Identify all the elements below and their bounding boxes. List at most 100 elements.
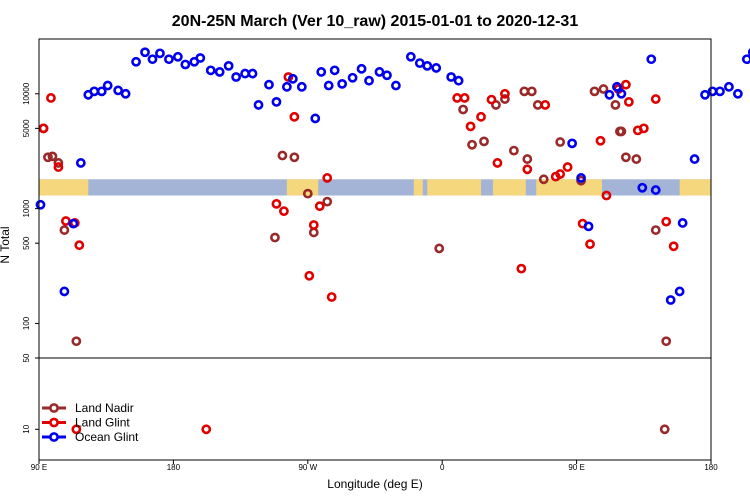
y-tick-label: 50 xyxy=(22,353,31,362)
ocean-glint-point xyxy=(604,89,615,100)
land-nadir-point xyxy=(322,196,333,207)
ocean-glint-point xyxy=(310,113,321,124)
y-tick-label: 500 xyxy=(22,236,31,250)
land-nadir-point xyxy=(43,152,53,163)
land-band-segment xyxy=(413,179,423,196)
data-points xyxy=(35,47,750,435)
ocean-glint-point xyxy=(364,75,374,86)
land-glint-point xyxy=(595,135,606,146)
ocean-glint-point xyxy=(113,85,124,96)
ocean-glint-point xyxy=(247,68,258,79)
land-nadir-point xyxy=(458,104,469,115)
ocean-glint-point xyxy=(102,80,113,91)
ocean-glint-point xyxy=(576,173,586,183)
x-tick-label: 90 E xyxy=(31,463,47,472)
ocean-glint-point xyxy=(253,100,264,110)
land-glint-point xyxy=(289,111,300,122)
land-nadir-point xyxy=(479,136,489,147)
ocean-glint-point xyxy=(329,65,340,76)
ocean-glint-point xyxy=(35,199,46,210)
land-nadir-point xyxy=(519,86,530,97)
y-tick-label: 1000 xyxy=(22,199,31,217)
ocean-glint-point xyxy=(205,65,216,76)
y-tick-label: 100 xyxy=(22,316,31,330)
ocean-glint-point xyxy=(583,221,594,232)
x-tick-label: 90 E xyxy=(568,463,584,472)
land-glint-point xyxy=(452,93,463,103)
land-glint-point xyxy=(53,162,64,172)
land-nadir-point xyxy=(434,243,445,254)
land-nadir-point xyxy=(277,150,288,161)
land-nadir-point xyxy=(589,86,600,97)
land-glint-point xyxy=(555,169,566,179)
ocean-glint-point xyxy=(374,67,385,77)
ocean-glint-point xyxy=(75,158,86,168)
legend-label-ocean-glint: Ocean Glint xyxy=(75,430,139,444)
land-nadir-point xyxy=(302,188,313,199)
x-tick-label: 180 xyxy=(167,463,181,472)
x-tick-label: 0 xyxy=(440,463,445,472)
ocean-glint-point xyxy=(616,88,627,99)
land-glint-point xyxy=(638,123,649,134)
land-nadir-point xyxy=(500,94,510,104)
land-nadir-point xyxy=(289,152,300,163)
land-glint-point xyxy=(74,240,85,251)
ocean-glint-point xyxy=(323,80,334,91)
ocean-glint-point xyxy=(155,48,165,59)
land-nadir-point xyxy=(659,424,670,435)
ocean-glint-point xyxy=(414,58,425,69)
land-nadir-point xyxy=(631,154,642,164)
ocean-glint-point xyxy=(264,79,274,90)
land-nadir-point xyxy=(610,100,621,110)
ocean-glint-point xyxy=(164,54,174,65)
legend-label-land-nadir: Land Nadir xyxy=(75,401,134,415)
land-glint-point xyxy=(492,158,503,168)
ocean-glint-point xyxy=(646,54,657,65)
ocean-glint-point xyxy=(612,81,622,92)
ocean-glint-point xyxy=(271,96,282,107)
ocean-glint-point xyxy=(567,138,578,149)
land-band-segment xyxy=(679,179,711,196)
land-nadir-point xyxy=(47,151,58,162)
land-glint-point xyxy=(46,93,56,103)
ocean-glint-point xyxy=(422,60,433,71)
ocean-glint-point xyxy=(446,72,457,82)
land-nadir-point xyxy=(71,336,82,347)
legend-label-land-glint: Land Glint xyxy=(75,416,130,430)
ocean-glint-point xyxy=(337,78,348,89)
land-band-segment xyxy=(286,179,319,196)
ocean-glint-point xyxy=(707,86,718,97)
land-glint-point xyxy=(601,190,612,201)
land-glint-point xyxy=(38,123,49,134)
land-glint-point xyxy=(459,93,470,103)
ocean-glint-point xyxy=(347,72,358,83)
land-nadir-point xyxy=(661,336,672,347)
y-tick-label: 10 xyxy=(22,424,31,433)
land-glint-point xyxy=(562,162,573,172)
ocean-glint-point xyxy=(281,81,292,92)
land-glint-point xyxy=(465,121,476,132)
land-nadir-point xyxy=(270,232,280,243)
land-band-segment xyxy=(427,179,482,196)
land-glint-point xyxy=(650,94,661,104)
ocean-glint-point xyxy=(172,51,183,62)
land-band-segment xyxy=(536,179,602,196)
ocean-glint-point xyxy=(240,68,250,79)
ocean-glint-point xyxy=(147,54,158,65)
legend-marker-land-glint xyxy=(49,417,59,428)
land-glint-point xyxy=(620,79,631,90)
land-glint-point xyxy=(201,424,212,435)
land-nadir-point xyxy=(526,86,537,97)
ocean-glint-point xyxy=(453,75,464,86)
ocean-glint-point xyxy=(637,182,648,193)
land-glint-point xyxy=(522,164,533,175)
y-tick-label: 10000 xyxy=(22,82,31,105)
land-nadir-point xyxy=(620,152,631,163)
legend-marker-ocean-glint xyxy=(49,432,59,442)
land-nadir-point xyxy=(508,145,519,156)
land-nadir-point xyxy=(532,100,543,110)
land-glint-point xyxy=(623,96,634,107)
ocean-glint-point xyxy=(747,48,750,57)
